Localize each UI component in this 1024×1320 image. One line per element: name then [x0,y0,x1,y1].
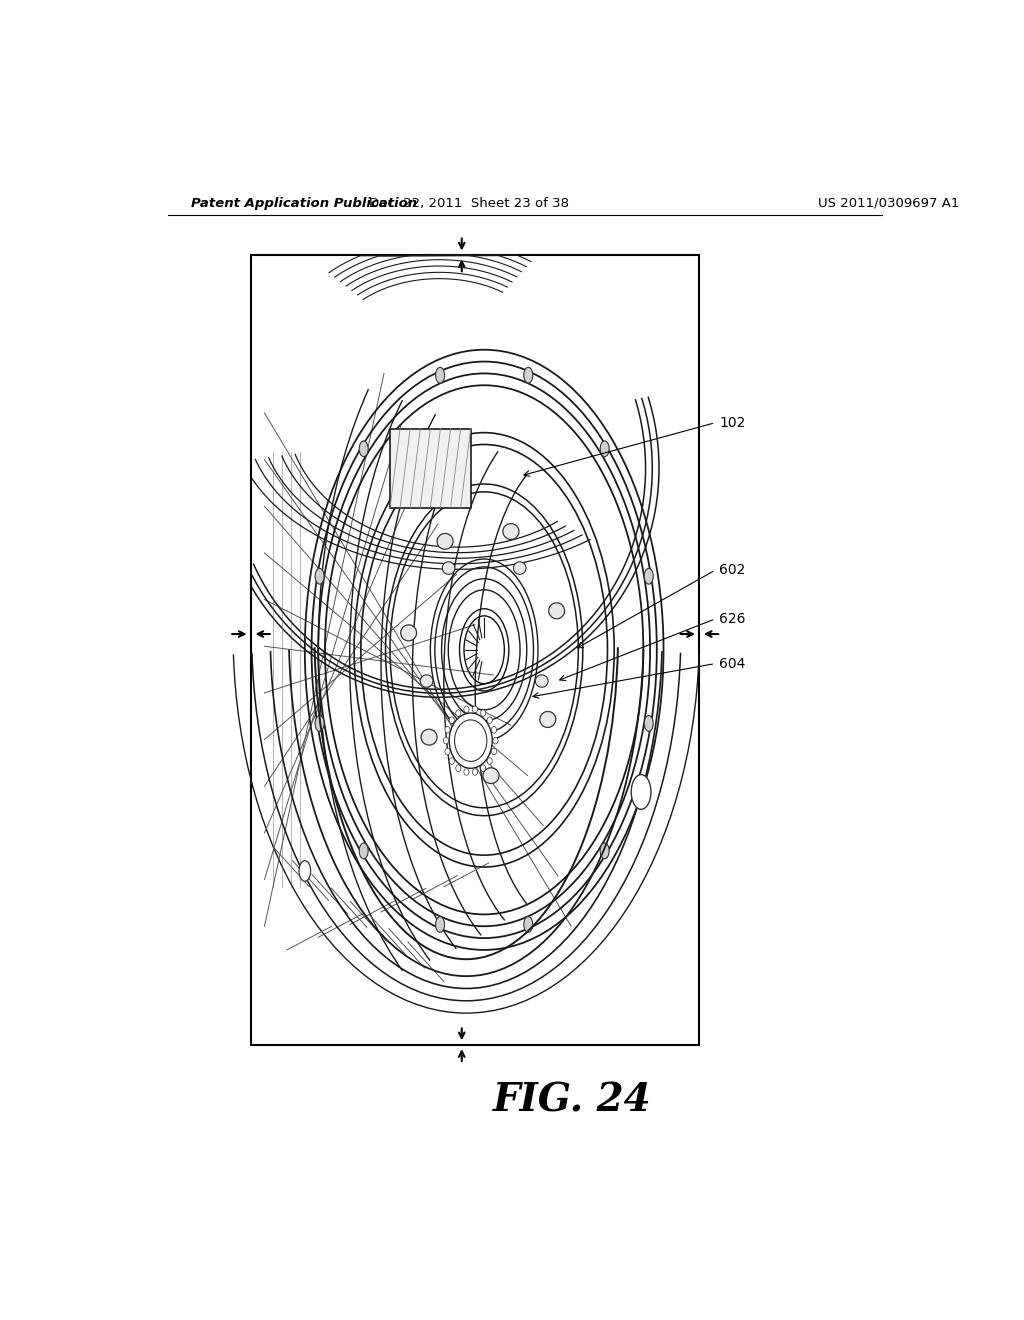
Ellipse shape [299,861,310,882]
Ellipse shape [315,715,324,731]
Ellipse shape [492,748,497,755]
Ellipse shape [435,367,444,383]
Ellipse shape [359,441,369,457]
Text: Dec. 22, 2011  Sheet 23 of 38: Dec. 22, 2011 Sheet 23 of 38 [370,197,569,210]
Ellipse shape [536,675,548,688]
Bar [390,429,471,508]
Ellipse shape [600,441,609,457]
Ellipse shape [400,624,417,642]
Text: 102: 102 [719,416,745,430]
Ellipse shape [644,569,653,585]
Ellipse shape [456,710,461,717]
Ellipse shape [464,706,469,713]
Ellipse shape [513,562,526,574]
Ellipse shape [492,726,497,733]
Ellipse shape [450,758,455,764]
Ellipse shape [549,603,564,619]
Ellipse shape [443,738,449,744]
Text: 604: 604 [719,656,745,671]
Ellipse shape [487,758,493,764]
Ellipse shape [359,843,369,859]
Text: FIG. 24: FIG. 24 [494,1081,651,1119]
Ellipse shape [435,916,444,932]
Ellipse shape [444,726,450,733]
Ellipse shape [524,916,532,932]
Ellipse shape [472,706,477,713]
Ellipse shape [420,675,433,688]
Ellipse shape [480,764,485,771]
Ellipse shape [478,744,490,758]
Ellipse shape [456,764,461,771]
Ellipse shape [455,719,486,762]
Ellipse shape [437,533,453,549]
Ellipse shape [631,775,651,809]
Ellipse shape [503,524,519,540]
Ellipse shape [493,738,498,744]
Ellipse shape [464,768,469,775]
Ellipse shape [444,748,450,755]
Text: US 2011/0309697 A1: US 2011/0309697 A1 [818,197,959,210]
Bar [251,255,699,1044]
Ellipse shape [450,713,493,768]
Ellipse shape [442,562,455,574]
Ellipse shape [540,711,556,727]
Ellipse shape [421,729,437,744]
Ellipse shape [480,710,485,717]
Ellipse shape [524,367,532,383]
Ellipse shape [600,843,609,859]
Ellipse shape [644,715,653,731]
Ellipse shape [483,768,499,784]
Ellipse shape [315,569,324,585]
Text: 626: 626 [719,612,745,626]
Ellipse shape [450,717,455,723]
Ellipse shape [472,768,477,775]
Text: Patent Application Publication: Patent Application Publication [191,197,418,210]
Ellipse shape [487,717,493,723]
Text: 602: 602 [719,564,745,577]
